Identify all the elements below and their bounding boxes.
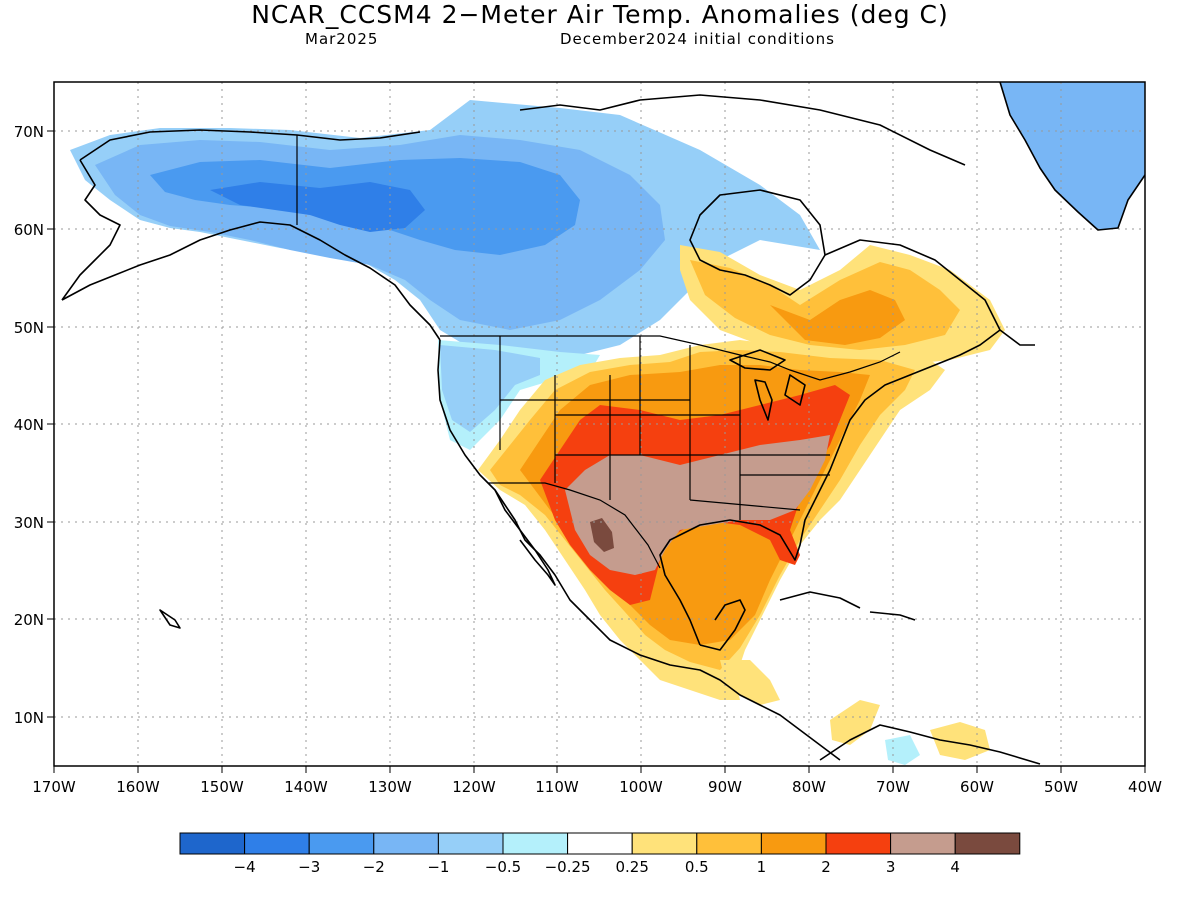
lon-tick-label: 90W xyxy=(708,778,742,796)
lat-tick-label: 20N xyxy=(14,611,44,629)
field-central-america xyxy=(720,660,780,705)
lat-tick-label: 40N xyxy=(14,416,44,434)
coast-hispaniola xyxy=(869,611,916,621)
color-bar-label: 0.5 xyxy=(685,858,709,876)
valid-month: Mar2025 xyxy=(305,30,379,48)
field-caribbean xyxy=(830,700,880,745)
color-bar-swatch xyxy=(760,832,827,855)
field-sa-cool xyxy=(885,735,920,765)
coast-us-west xyxy=(437,339,841,761)
color-bar-labels: −4 −3 −2 −1 −0.5 −0.25 0.25 0.5 1 2 3 4 xyxy=(234,858,960,876)
field-east-canada-1 xyxy=(770,290,905,345)
color-bar-swatch xyxy=(825,832,892,855)
color-bar-swatch xyxy=(631,832,698,855)
borders xyxy=(296,135,901,569)
lon-tick-label: 130W xyxy=(368,778,412,796)
field-greenland xyxy=(1000,82,1145,230)
lake-huron xyxy=(784,374,806,406)
map-title: NCAR_CCSM4 2−Meter Air Temp. Anomalies (… xyxy=(251,0,949,29)
color-bar-label: 2 xyxy=(821,858,831,876)
lat-tick-label: 60N xyxy=(14,221,44,239)
field-mexico-5 xyxy=(590,518,614,552)
init-conditions: December2024 initial conditions xyxy=(560,30,835,48)
color-bar-label: −3 xyxy=(298,858,320,876)
lon-tick-label: 150W xyxy=(200,778,244,796)
lon-tick-label: 100W xyxy=(619,778,663,796)
color-bar-label: −1 xyxy=(427,858,449,876)
coast-yucatan xyxy=(699,599,746,651)
lake-michigan xyxy=(754,379,773,421)
coast-alaska-north xyxy=(79,129,421,161)
coast-labrador xyxy=(824,239,1035,346)
lon-tick-label: 120W xyxy=(452,778,496,796)
field-pacnw-minus05 xyxy=(440,345,540,432)
lon-tick-label: 60W xyxy=(960,778,994,796)
lat-tick-label: 10N xyxy=(14,709,44,727)
lon-tick-label: 110W xyxy=(535,778,579,796)
coast-us-east xyxy=(814,329,1001,501)
color-bar-swatch xyxy=(308,832,375,855)
coast-arctic-islands xyxy=(519,94,966,166)
color-bar-swatch xyxy=(696,832,762,855)
color-bar-label: 4 xyxy=(950,858,960,876)
color-bar-swatch xyxy=(179,832,246,855)
lat-tick-label: 70N xyxy=(14,123,44,141)
color-bar-label: 1 xyxy=(757,858,767,876)
border-us-canada xyxy=(440,335,901,381)
coast-south-america xyxy=(819,724,1041,765)
color-bar-swatch xyxy=(890,832,956,855)
border-states-1 xyxy=(499,336,830,520)
color-bar-swatch xyxy=(954,832,1021,855)
coast-cuba xyxy=(779,591,861,609)
color-bar-swatch xyxy=(437,832,504,855)
field-south-america xyxy=(930,722,990,760)
lon-tick-label: 70W xyxy=(876,778,910,796)
color-bar-swatch xyxy=(244,832,310,855)
coast-gulf xyxy=(659,499,816,646)
anomaly-fields xyxy=(70,82,1145,765)
coast-baja xyxy=(494,489,556,586)
color-bar-label: −2 xyxy=(363,858,385,876)
lat-labels: 70N 60N 50N 40N 30N 20N 10N xyxy=(14,123,44,727)
color-bar-label: −4 xyxy=(234,858,256,876)
lat-tick-label: 30N xyxy=(14,514,44,532)
coast-hawaii xyxy=(159,609,181,629)
lat-tick-label: 50N xyxy=(14,319,44,337)
color-bar-swatch xyxy=(373,832,439,855)
lon-tick-label: 140W xyxy=(284,778,328,796)
lon-tick-label: 170W xyxy=(32,778,76,796)
color-bar-label: −0.25 xyxy=(545,858,591,876)
coast-greenland xyxy=(999,82,1145,231)
border-us-mexico xyxy=(488,482,661,569)
tick-marks xyxy=(47,130,1146,773)
lon-labels: 170W 160W 150W 140W 130W 120W 110W 100W … xyxy=(32,778,1162,796)
color-bar-label: 3 xyxy=(886,858,896,876)
color-bar xyxy=(179,832,1021,855)
color-bar-label: −0.5 xyxy=(485,858,521,876)
coast-hudson xyxy=(689,189,826,296)
color-bar-label: 0.25 xyxy=(615,858,648,876)
coast-alaska xyxy=(61,221,441,341)
lon-tick-label: 160W xyxy=(116,778,160,796)
field-canada-minus3 xyxy=(210,182,425,232)
color-bar-swatch xyxy=(567,832,633,855)
lon-tick-label: 40W xyxy=(1128,778,1162,796)
color-bar-swatch xyxy=(502,832,569,855)
lon-tick-label: 50W xyxy=(1044,778,1078,796)
coastlines xyxy=(61,82,1145,765)
field-us-4 xyxy=(565,435,830,575)
lon-tick-label: 80W xyxy=(792,778,826,796)
coast-alaska-west xyxy=(61,159,121,301)
